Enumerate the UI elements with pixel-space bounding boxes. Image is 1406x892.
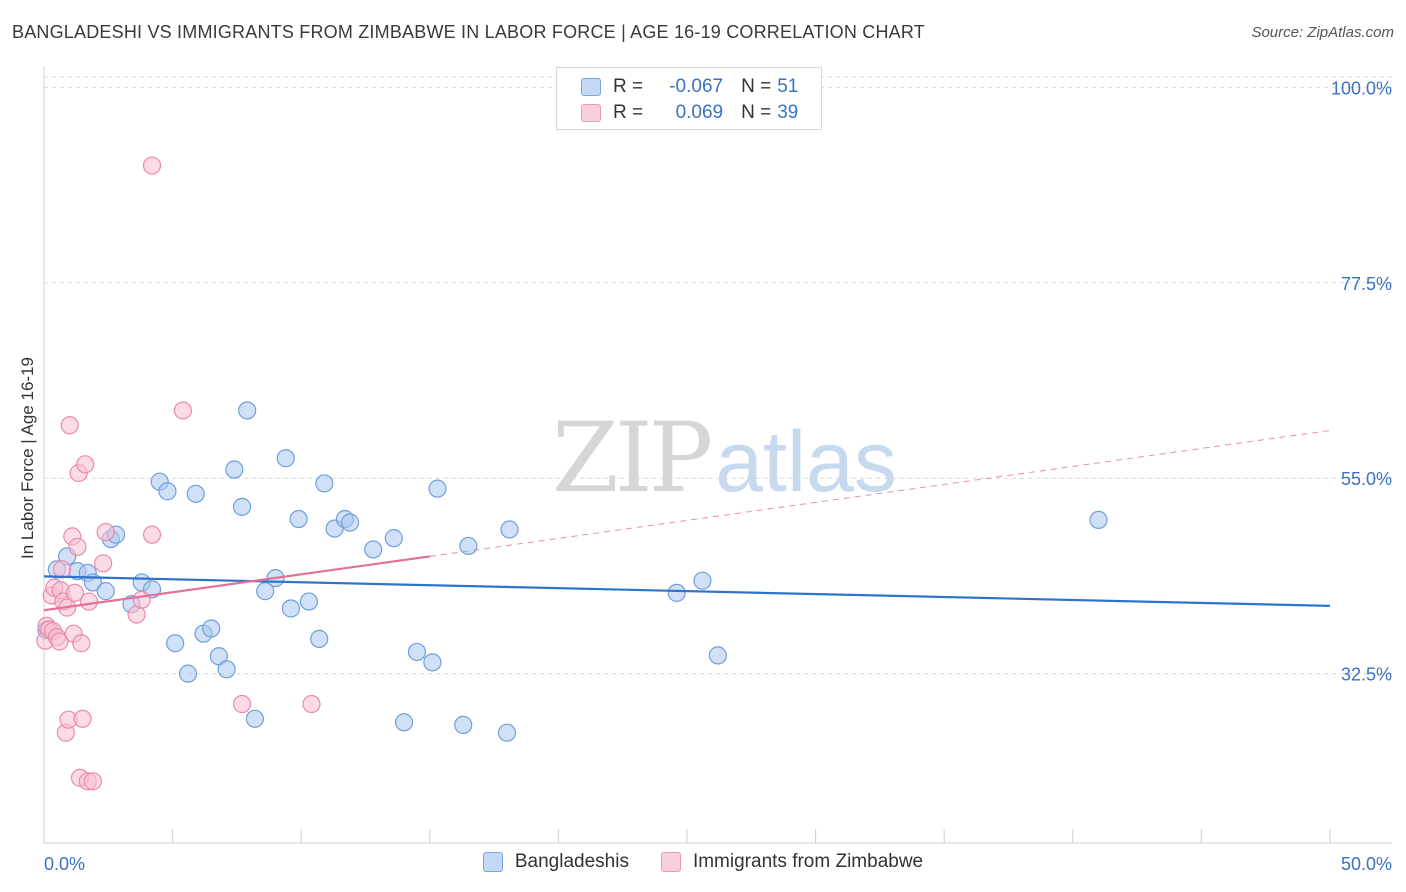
zimbabwe-point — [173, 401, 192, 420]
bangladeshi-point — [238, 401, 257, 420]
bangladeshi-point — [289, 509, 308, 529]
bangladeshi-point — [178, 664, 198, 683]
pink-swatch — [660, 852, 681, 872]
bangladeshi-point — [423, 653, 442, 672]
bangladeshi-point — [428, 479, 447, 498]
stats-legend: R = -0.067 N = 51 R = 0.069 N = 39 — [556, 67, 822, 130]
bangladeshi-point — [497, 723, 517, 742]
bangladeshi-point — [1089, 510, 1108, 530]
bangladeshi-point — [245, 709, 265, 728]
zimbabwe-point — [142, 156, 162, 175]
zimbabwe-point — [50, 632, 69, 651]
bangladeshi-point — [384, 529, 403, 548]
bangladeshi-point — [340, 513, 360, 532]
x-tick-label: 0.0% — [44, 854, 85, 874]
y-tick-label: 77.5% — [1341, 274, 1392, 294]
chart-title: BANGLADESHI VS IMMIGRANTS FROM ZIMBABWE … — [12, 22, 925, 42]
n-label: N = — [741, 102, 772, 123]
pink-swatch — [581, 104, 601, 122]
watermark-atlas: atlas — [715, 414, 897, 510]
bangladeshi-point — [693, 571, 712, 590]
zimbabwe-point — [60, 416, 79, 435]
zimbabwe-point — [73, 709, 92, 728]
zimbabwe-point — [52, 560, 72, 579]
n-label: N = — [741, 76, 772, 97]
r-value: 0.069 — [675, 102, 724, 123]
legend-label: Immigrants from Zimbabwe — [692, 851, 924, 872]
bangladeshi-point — [454, 715, 473, 734]
bangladeshi-point — [217, 660, 236, 679]
n-value: 39 — [777, 102, 799, 123]
bangladeshi-point — [96, 582, 115, 601]
source-label: Source: ZipAtlas.com — [1251, 24, 1394, 41]
zimbabwe-point — [96, 522, 115, 542]
zimbabwe-point — [132, 590, 151, 609]
zimbabwe-trend-line — [43, 555, 430, 612]
r-value: -0.067 — [669, 76, 724, 97]
zimbabwe-point — [302, 694, 321, 714]
zimbabwe-point — [65, 583, 84, 602]
bangladeshi-trend-line — [43, 575, 1331, 607]
y-tick-label: 100.0% — [1331, 78, 1392, 98]
watermark-zip: ZIP — [552, 402, 713, 514]
legend-label: Bangladeshis — [514, 851, 629, 872]
bangladeshi-point — [394, 713, 414, 732]
zimbabwe-trend-extension — [429, 429, 1331, 557]
stats-row-bangladeshis: R = -0.067 N = 51 — [581, 74, 798, 100]
watermark: ZIPatlas — [552, 402, 897, 514]
r-label: R = — [613, 76, 644, 97]
zimbabwe-point — [232, 694, 252, 714]
bangladeshi-point — [225, 460, 244, 479]
zimbabwe-point — [79, 592, 99, 611]
zimbabwe-point — [142, 525, 162, 544]
bangladeshi-point — [276, 449, 295, 468]
bangladeshi-point — [310, 629, 329, 648]
zimbabwe-point — [83, 772, 102, 791]
blue-swatch — [482, 852, 503, 872]
zimbabwe-point — [68, 537, 87, 556]
stats-row-zimbabwe: R = 0.069 N = 39 — [581, 100, 798, 126]
bangladeshi-point — [186, 484, 205, 503]
bangladeshi-point — [407, 642, 427, 662]
bangladeshi-point — [256, 582, 275, 601]
x-tick-label: 50.0% — [1341, 854, 1392, 874]
zimbabwe-point — [72, 634, 91, 653]
bangladeshi-point — [232, 497, 252, 516]
bangladeshi-point — [667, 583, 686, 602]
legend-item-bangladeshis[interactable]: Bangladeshis — [482, 851, 629, 873]
bangladeshi-point — [708, 646, 727, 665]
series-legend: Bangladeshis Immigrants from Zimbabwe — [0, 851, 1406, 873]
y-tick-label: 32.5% — [1341, 665, 1392, 685]
bangladeshi-point — [158, 482, 177, 501]
bangladeshi-point — [281, 599, 301, 618]
bangladeshi-point — [315, 474, 334, 493]
legend-item-zimbabwe[interactable]: Immigrants from Zimbabwe — [660, 851, 924, 873]
zimbabwe-point — [94, 554, 113, 573]
n-value: 51 — [777, 76, 799, 97]
bangladeshi-point — [166, 634, 185, 653]
y-tick-label: 55.0% — [1341, 469, 1392, 489]
bangladeshi-point — [364, 540, 383, 559]
bangladeshi-point — [202, 619, 221, 638]
bangladeshi-point — [459, 536, 478, 556]
r-label: R = — [613, 102, 644, 123]
zimbabwe-point — [76, 455, 95, 474]
bangladeshi-point — [500, 520, 519, 539]
y-axis-label: In Labor Force | Age 16-19 — [18, 357, 37, 559]
bangladeshi-point — [299, 592, 319, 611]
blue-swatch — [581, 78, 601, 96]
